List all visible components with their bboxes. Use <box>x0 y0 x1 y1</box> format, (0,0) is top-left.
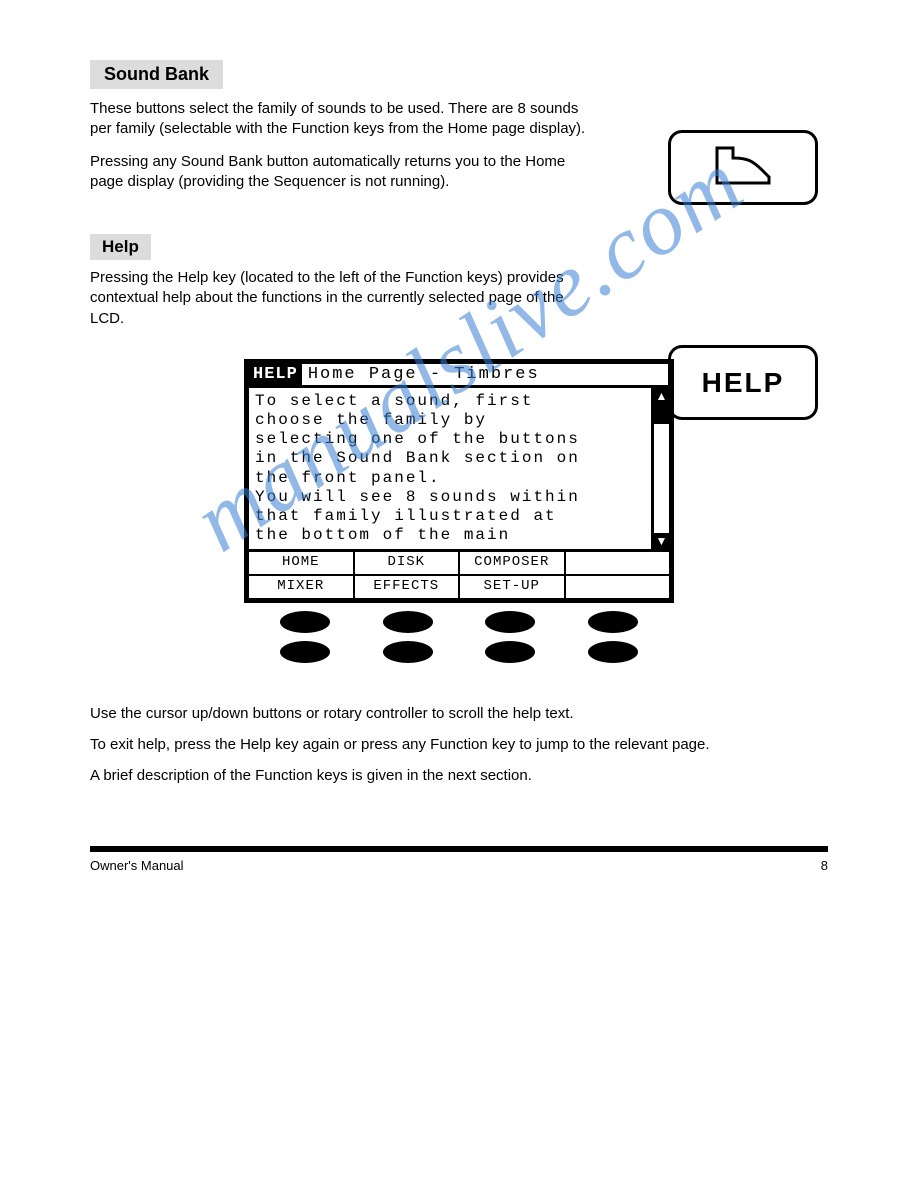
function-key-7[interactable] <box>485 641 535 663</box>
function-key-3[interactable] <box>485 611 535 633</box>
footer-left: Owner's Manual <box>90 858 184 873</box>
after-para-2: To exit help, press the Help key again o… <box>90 734 828 755</box>
footer-page-number: 8 <box>821 858 828 873</box>
help-para-1: Pressing the Help key (located to the le… <box>90 268 590 329</box>
lcd-help-tag: HELP <box>249 364 302 385</box>
softkey-blank-2[interactable] <box>566 576 670 598</box>
piano-button[interactable] <box>668 130 818 205</box>
softkey-blank-1[interactable] <box>566 552 670 574</box>
lcd-titlebar: HELP Home Page - Timbres <box>249 364 669 388</box>
softkey-composer[interactable]: COMPOSER <box>460 552 566 574</box>
help-heading: Help <box>90 234 151 260</box>
scroll-thumb[interactable] <box>654 404 669 424</box>
softkey-mixer[interactable]: MIXER <box>249 576 355 598</box>
lcd-title: Home Page - Timbres <box>302 364 669 385</box>
sound-bank-heading: Sound Bank <box>90 60 223 89</box>
after-para-1: Use the cursor up/down buttons or rotary… <box>90 703 828 724</box>
help-button-label: HELP <box>702 367 785 399</box>
function-key-5[interactable] <box>280 641 330 663</box>
softkey-setup[interactable]: SET-UP <box>460 576 566 598</box>
sound-bank-para-2: Pressing any Sound Bank button automatic… <box>90 152 590 193</box>
after-para-3: A brief description of the Function keys… <box>90 765 828 786</box>
function-key-2[interactable] <box>383 611 433 633</box>
function-key-8[interactable] <box>588 641 638 663</box>
lcd-body-text: To select a sound, first choose the fami… <box>249 388 651 550</box>
scroll-down-icon[interactable]: ▼ <box>654 533 669 549</box>
function-key-1[interactable] <box>280 611 330 633</box>
function-key-4[interactable] <box>588 611 638 633</box>
piano-icon <box>713 143 773 193</box>
softkey-effects[interactable]: EFFECTS <box>355 576 461 598</box>
softkey-home[interactable]: HOME <box>249 552 355 574</box>
lcd-softkeys: HOME DISK COMPOSER MIXER EFFECTS SET-UP <box>249 549 669 598</box>
softkey-disk[interactable]: DISK <box>355 552 461 574</box>
lcd-screen: HELP Home Page - Timbres To select a sou… <box>244 359 674 664</box>
lcd-scrollbar[interactable]: ▲ ▼ <box>651 388 669 550</box>
sound-bank-para-1: These buttons select the family of sound… <box>90 99 590 140</box>
scroll-up-icon[interactable]: ▲ <box>654 388 669 404</box>
function-key-6[interactable] <box>383 641 433 663</box>
help-button[interactable]: HELP <box>668 345 818 420</box>
footer-rule <box>90 846 828 852</box>
